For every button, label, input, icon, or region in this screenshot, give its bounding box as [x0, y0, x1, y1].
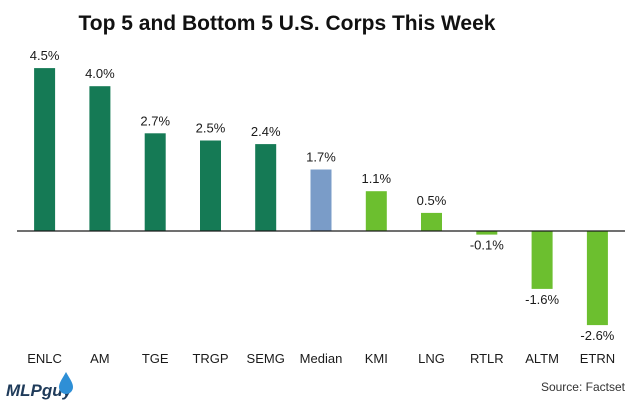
- bar-etrn: [586, 231, 608, 326]
- category-labels-layer: ENLC AM TGE TRGP SEMG Median KMI LNG RTLR ALTM ETR…: [27, 351, 615, 366]
- category-label-lng: LNG: [418, 351, 445, 366]
- bars-layer: [34, 68, 608, 326]
- category-label-tge: TGE: [142, 351, 169, 366]
- bar-tge: [144, 133, 166, 231]
- bar-semg: [255, 144, 277, 231]
- chart-title: Top 5 and Bottom 5 U.S. Corps This Week: [79, 12, 496, 35]
- bar-trgp: [200, 140, 221, 231]
- bar-kmi: [365, 191, 387, 231]
- data-label-etrn: -2.6%: [580, 328, 614, 343]
- bar-am: [89, 86, 111, 231]
- bar-rtlr: [476, 231, 498, 235]
- logo-text: MLPguy: [6, 381, 74, 400]
- category-label-enlc: ENLC: [27, 351, 62, 366]
- category-label-etrn: ETRN: [580, 351, 615, 366]
- bar-lng: [421, 212, 442, 231]
- data-label-altm: -1.6%: [525, 292, 559, 307]
- category-label-semg: SEMG: [247, 351, 285, 366]
- data-label-semg: 2.4%: [251, 124, 281, 139]
- source-note: Source: Factset: [541, 380, 626, 394]
- category-label-kmi: KMI: [365, 351, 388, 366]
- water-drop-icon: [59, 372, 73, 394]
- category-label-median: Median: [300, 351, 343, 366]
- data-label-am: 4.0%: [85, 66, 115, 81]
- bar-enlc: [34, 68, 56, 231]
- data-labels-layer: 4.5% 4.0% 2.7% 2.5% 2.4% 1.7% 1.1% 0.5% -0.1% -1.…: [30, 48, 615, 343]
- category-label-trgp: TRGP: [192, 351, 228, 366]
- data-label-rtlr: -0.1%: [470, 238, 504, 253]
- category-label-altm: ALTM: [525, 351, 559, 366]
- data-label-median: 1.7%: [306, 150, 336, 165]
- data-label-lng: 0.5%: [417, 193, 447, 208]
- data-label-kmi: 1.1%: [361, 171, 391, 186]
- data-label-enlc: 4.5%: [30, 48, 60, 63]
- logo: MLPguy: [6, 372, 74, 400]
- bar-altm: [531, 231, 553, 289]
- category-label-rtlr: RTLR: [470, 351, 504, 366]
- category-label-am: AM: [90, 351, 110, 366]
- data-label-tge: 2.7%: [140, 113, 170, 128]
- bar-median: [310, 169, 332, 231]
- data-label-trgp: 2.5%: [196, 121, 226, 136]
